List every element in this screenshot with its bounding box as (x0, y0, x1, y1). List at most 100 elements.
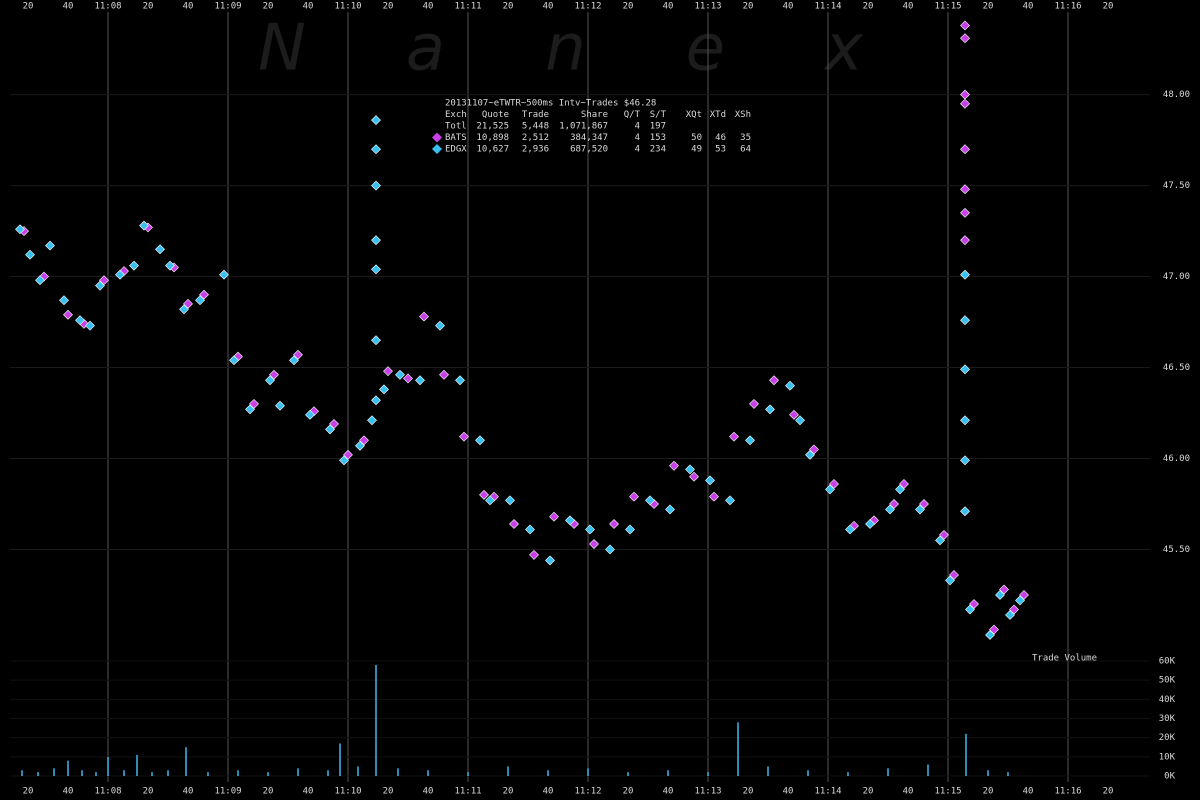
trade-point (705, 475, 715, 486)
trade-point (889, 499, 899, 509)
trade-point (139, 220, 149, 231)
x-tick-label: 20 (983, 2, 994, 12)
x-tick-label: 11:12 (574, 787, 601, 797)
x-tick-label: 20 (143, 2, 154, 12)
trade-point (985, 630, 995, 640)
trade-point (960, 20, 970, 31)
trade-point (183, 298, 193, 309)
y-tick-label: 20K (1159, 733, 1176, 743)
trade-point (785, 380, 795, 391)
trade-point (795, 415, 805, 426)
y-tick-label: 30K (1159, 714, 1176, 724)
volume-bar (357, 766, 359, 776)
summary-cell: Totl (445, 122, 467, 132)
trade-point (969, 599, 979, 609)
summary-cell: 2,512 (522, 133, 549, 143)
x-tick-label: 40 (183, 2, 194, 12)
volume-title: Trade Volume (1032, 654, 1097, 664)
summary-cell: 21,525 (476, 122, 509, 132)
x-tick-label: 20 (143, 787, 154, 797)
trade-point (25, 249, 35, 260)
trade-point (729, 431, 739, 442)
trade-point (367, 415, 377, 426)
trade-point (479, 489, 489, 500)
summary-cell: 153 (650, 133, 666, 143)
trade-point (75, 315, 85, 326)
trade-point (355, 440, 365, 451)
trade-point (669, 460, 679, 471)
trade-point (371, 264, 381, 275)
y-tick-label: 48.00 (1163, 90, 1190, 100)
watermark: Nanex (258, 12, 963, 86)
trade-point (439, 369, 449, 380)
trade-point (1009, 604, 1019, 615)
summary-cell: 53 (715, 145, 726, 155)
volume-bar (375, 664, 377, 776)
summary-header: XTd (710, 110, 726, 120)
trade-point (960, 415, 970, 426)
trade-point (765, 404, 775, 415)
trade-point (809, 444, 819, 455)
legend-label: EDGX (445, 145, 467, 155)
x-tick-label: 11:14 (814, 787, 841, 797)
volume-bar (267, 772, 269, 776)
trade-point (829, 479, 839, 489)
volume-bar (207, 772, 209, 776)
trade-point (1019, 590, 1029, 600)
summary-cell: 197 (650, 122, 666, 132)
trade-point (685, 464, 695, 475)
x-tick-label: 11:10 (334, 2, 361, 12)
summary-title: 20131107~eTWTR~500ms Intv~Trades $46.28 (445, 99, 656, 109)
legend-marker (432, 132, 442, 143)
trade-point (585, 524, 595, 535)
trade-point (725, 495, 735, 506)
trade-point (529, 550, 539, 560)
volume-bar (965, 733, 967, 776)
volume-bar (237, 770, 239, 776)
x-tick-label: 11:15 (934, 2, 961, 12)
y-tick-label: 0K (1164, 772, 1175, 782)
trade-point (371, 144, 381, 155)
summary-header: S/T (650, 110, 667, 120)
x-tick-label: 40 (543, 787, 554, 797)
trade-point (359, 435, 369, 446)
trade-point (960, 315, 970, 326)
volume-bar (167, 770, 169, 776)
trade-point (325, 424, 335, 435)
summary-cell: 687,520 (570, 145, 608, 155)
volume-bar (1007, 772, 1009, 776)
volume-bar (81, 770, 83, 776)
summary-header: XQt (686, 110, 702, 120)
summary-cell: 2,936 (522, 145, 549, 155)
trade-point (999, 584, 1009, 595)
summary-cell: 384,347 (570, 133, 608, 143)
x-tick-label: 11:11 (454, 2, 481, 12)
summary-cell: 64 (740, 145, 751, 155)
x-tick-label: 20 (383, 2, 394, 12)
x-tick-label: 11:16 (1054, 2, 1081, 12)
x-tick-label: 40 (303, 2, 314, 12)
trade-point (371, 115, 381, 126)
volume-bar (547, 770, 549, 776)
trade-point (935, 535, 945, 546)
y-tick-label: 40K (1159, 695, 1176, 705)
x-tick-label: 20 (1103, 2, 1114, 12)
trade-point (383, 366, 393, 377)
x-tick-label: 40 (183, 787, 194, 797)
volume-bar (737, 722, 739, 776)
trade-point (960, 144, 970, 155)
x-tick-label: 20 (23, 787, 34, 797)
trade-point (589, 539, 599, 549)
y-tick-label: 46.50 (1163, 363, 1190, 373)
trade-point (960, 455, 970, 466)
x-tick-label: 20 (623, 2, 634, 12)
volume-bar (37, 772, 39, 776)
trade-point (35, 275, 45, 286)
summary-header: XSh (735, 110, 751, 120)
x-tick-label: 40 (303, 787, 314, 797)
trade-point (419, 311, 429, 322)
trade-point (63, 309, 73, 320)
trade-point (305, 409, 315, 420)
trade-point (371, 335, 381, 346)
